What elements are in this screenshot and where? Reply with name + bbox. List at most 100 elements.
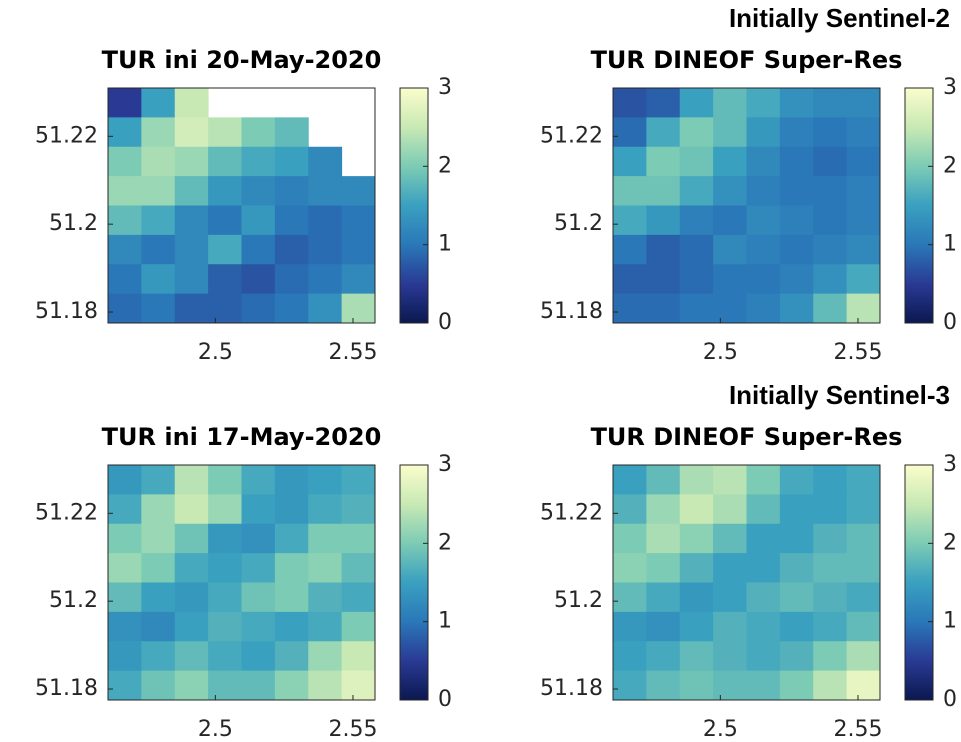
heatmap-cell: [308, 582, 343, 613]
heatmap-cell: [108, 641, 142, 672]
heatmap-cell: [713, 670, 747, 701]
heatmap-cell: [779, 670, 814, 701]
heatmap-cell: [308, 494, 343, 525]
colorbar-tick-label: 2: [943, 530, 957, 555]
heatmap-cell: [779, 264, 814, 295]
heatmap-cell: [679, 670, 714, 701]
heatmap-cell: [108, 670, 142, 701]
heatmap-cell: [679, 234, 714, 265]
heatmap-cell: [846, 465, 881, 495]
heatmap-cell: [713, 176, 747, 206]
heatmap-cell: [746, 670, 781, 701]
heatmap-cell: [713, 293, 747, 324]
x-tick-label: 2.55: [328, 717, 377, 742]
heatmap-cell: [613, 117, 647, 148]
heatmap-cell: [241, 611, 276, 642]
heatmap-cell: [646, 293, 681, 324]
heatmap-cell: [208, 553, 242, 583]
heatmap-cell: [274, 641, 309, 672]
heatmap-cell: [241, 293, 276, 324]
heatmap-cell: [141, 611, 176, 642]
heatmap-cell: [813, 494, 848, 525]
heatmap-cell: [613, 293, 647, 324]
heatmap-cell: [746, 641, 781, 672]
heatmap-cell: [341, 611, 376, 642]
heatmap-cell: [846, 670, 881, 701]
heatmap-cell: [108, 611, 142, 642]
heatmap-cell: [813, 465, 848, 495]
heatmap-cell: [846, 553, 881, 583]
heatmap-cell: [274, 234, 309, 265]
heatmap-cell: [646, 670, 681, 701]
heatmap-cell: [679, 205, 714, 236]
heatmap-cell: [779, 465, 814, 495]
heatmap-cell: [208, 176, 242, 206]
heatmap-cell: [746, 146, 781, 177]
heatmap-cell: [108, 234, 142, 265]
heatmap-cell: [679, 117, 714, 148]
heatmap-cell: [713, 117, 747, 148]
heatmap-cell: [274, 146, 309, 177]
heatmap-cell: [241, 176, 276, 206]
colorbar-tick-label: 1: [943, 609, 957, 634]
heatmap-cell: [341, 582, 376, 613]
heatmap-cell: [174, 234, 209, 265]
plot-frame: [107, 87, 376, 324]
heatmap-cell: [208, 117, 242, 148]
heatmap-cell: [613, 146, 647, 177]
y-tick-label: 51.18: [35, 299, 98, 324]
heatmap-cell: [779, 523, 814, 554]
heatmap-cell: [646, 146, 681, 177]
heatmap-cell: [308, 176, 343, 206]
heatmap-cell: [713, 205, 747, 236]
heatmap-cell: [746, 494, 781, 525]
y-tick-label: 51.18: [540, 676, 603, 701]
colorbar-tick-label: 0: [943, 310, 957, 335]
heatmap-cell: [274, 670, 309, 701]
x-tick-label: 2.5: [703, 717, 738, 742]
heatmap-cell: [746, 88, 781, 118]
heatmap-cell: [274, 117, 309, 148]
heatmap-cell: [174, 465, 209, 495]
heatmap-cell: [613, 582, 647, 613]
heatmap-cell: [679, 523, 714, 554]
heatmap-cell: [813, 234, 848, 265]
heatmap-cell: [274, 523, 309, 554]
heatmap-cell: [141, 146, 176, 177]
heatmap-cell: [274, 582, 309, 613]
heatmap-cell: [308, 553, 343, 583]
heatmap-cell: [713, 88, 747, 118]
colorbar-tick-label: 3: [438, 75, 452, 100]
heatmap-cell: [174, 611, 209, 642]
heatmap-cell: [174, 641, 209, 672]
heatmap-cell: [679, 553, 714, 583]
heatmap-cell: [241, 234, 276, 265]
heatmap-cell: [746, 611, 781, 642]
heatmap-cell: [208, 293, 242, 324]
heatmap-cell: [613, 611, 647, 642]
heatmap-cell: [846, 264, 881, 295]
heatmap-cell: [174, 523, 209, 554]
heatmap-cell: [208, 494, 242, 525]
heatmap-cell: [308, 205, 343, 236]
heatmap-cell: [679, 264, 714, 295]
x-tick-label: 2.55: [328, 340, 377, 365]
heatmap-cell: [274, 465, 309, 495]
heatmap-cell: [174, 146, 209, 177]
heatmap-cell: [713, 494, 747, 525]
heatmap-cell: [779, 641, 814, 672]
heatmap-cell: [208, 611, 242, 642]
heatmap-cell: [208, 523, 242, 554]
heatmap-cell: [174, 176, 209, 206]
heatmap-cell: [274, 553, 309, 583]
heatmap-cell: [779, 205, 814, 236]
colorbar: [399, 87, 429, 324]
x-tick-label: 2.55: [833, 717, 882, 742]
heatmap-cell: [241, 553, 276, 583]
heatmap-cell: [846, 205, 881, 236]
heatmap-cell: [308, 465, 343, 495]
heatmap-cell: [613, 641, 647, 672]
heatmap-cell: [141, 117, 176, 148]
heatmap-cell: [679, 88, 714, 118]
